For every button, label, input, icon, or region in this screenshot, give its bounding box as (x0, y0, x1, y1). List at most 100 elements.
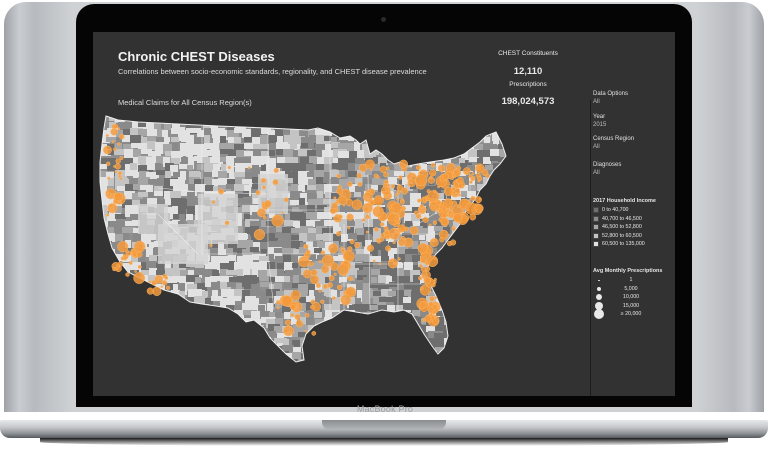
prescription-marker[interactable] (373, 195, 384, 206)
prescription-marker[interactable] (290, 313, 295, 317)
filter-value-dropdown[interactable]: 2015 (593, 122, 607, 128)
size-legend-item[interactable]: 10,000 (593, 293, 673, 302)
prescription-marker[interactable] (113, 147, 117, 152)
income-legend-item[interactable]: 46,500 to 52,800 (593, 223, 673, 232)
prescription-marker[interactable] (103, 145, 112, 155)
prescription-marker[interactable] (440, 217, 449, 226)
filter-value-dropdown[interactable]: All (593, 144, 600, 150)
prescription-marker[interactable] (390, 184, 396, 189)
prescription-marker[interactable] (260, 177, 267, 184)
prescription-marker[interactable] (458, 193, 462, 197)
prescription-marker[interactable] (305, 249, 311, 255)
prescription-marker[interactable] (281, 211, 284, 215)
prescription-marker[interactable] (311, 331, 317, 336)
prescription-marker[interactable] (376, 175, 380, 179)
prescription-marker[interactable] (453, 213, 463, 223)
prescription-marker[interactable] (379, 222, 385, 227)
filter-census-region[interactable]: Census Region All (593, 136, 673, 150)
prescription-marker[interactable] (160, 285, 164, 288)
prescription-marker[interactable] (428, 176, 433, 180)
prescription-marker[interactable] (304, 329, 308, 333)
prescription-marker[interactable] (392, 240, 396, 245)
filter-value-dropdown[interactable]: All (593, 99, 600, 105)
prescription-marker[interactable] (365, 159, 375, 170)
prescription-marker[interactable] (134, 270, 137, 273)
prescription-marker[interactable] (442, 173, 449, 181)
prescription-marker[interactable] (468, 174, 473, 179)
prescription-marker[interactable] (431, 205, 436, 210)
prescription-marker[interactable] (304, 312, 310, 318)
prescription-marker[interactable] (262, 185, 266, 190)
prescription-marker[interactable] (452, 225, 455, 229)
size-legend-item[interactable]: 1 (593, 276, 673, 285)
prescription-marker[interactable] (416, 165, 422, 171)
prescription-marker[interactable] (112, 266, 117, 272)
income-legend-item[interactable]: 60,500 to 135,000 (593, 240, 673, 249)
prescription-marker[interactable] (417, 243, 429, 254)
prescription-marker[interactable] (413, 210, 419, 216)
prescription-marker[interactable] (437, 164, 446, 173)
prescription-marker[interactable] (357, 181, 363, 187)
prescription-marker[interactable] (432, 318, 439, 326)
prescription-marker[interactable] (272, 179, 279, 186)
prescription-marker[interactable] (470, 195, 476, 201)
prescription-marker[interactable] (345, 286, 357, 298)
prescription-marker[interactable] (422, 216, 429, 223)
prescription-marker[interactable] (372, 259, 376, 263)
filter-year[interactable]: Year 2015 (593, 114, 673, 128)
prescription-marker[interactable] (133, 272, 146, 284)
prescription-marker[interactable] (399, 159, 408, 169)
prescription-marker[interactable] (428, 223, 432, 227)
prescription-marker[interactable] (485, 173, 490, 179)
prescription-marker[interactable] (273, 167, 279, 174)
prescription-marker[interactable] (362, 192, 373, 203)
prescription-marker[interactable] (397, 224, 406, 233)
prescription-marker[interactable] (366, 244, 374, 252)
prescription-marker[interactable] (333, 196, 337, 200)
prescription-marker[interactable] (119, 133, 125, 140)
prescription-marker[interactable] (365, 230, 369, 234)
prescription-marker[interactable] (465, 172, 469, 176)
prescription-marker[interactable] (164, 276, 169, 280)
prescription-marker[interactable] (337, 263, 350, 276)
prescription-marker[interactable] (394, 219, 399, 224)
prescription-marker[interactable] (263, 216, 267, 220)
prescription-marker[interactable] (165, 285, 171, 290)
prescription-marker[interactable] (340, 246, 344, 250)
prescription-marker[interactable] (253, 229, 265, 241)
prescription-marker[interactable] (418, 300, 427, 309)
prescription-marker[interactable] (347, 226, 351, 230)
size-legend-item[interactable]: 5,000 (593, 285, 673, 294)
prescription-marker[interactable] (395, 193, 399, 197)
prescription-marker[interactable] (303, 244, 309, 249)
prescription-marker[interactable] (477, 179, 481, 183)
prescription-marker[interactable] (446, 213, 450, 217)
prescription-marker[interactable] (356, 172, 362, 179)
prescription-marker[interactable] (445, 209, 449, 213)
prescription-marker[interactable] (433, 238, 437, 242)
prescription-marker[interactable] (338, 214, 343, 219)
prescription-marker[interactable] (331, 296, 336, 300)
prescription-marker[interactable] (310, 269, 318, 277)
prescription-marker[interactable] (430, 162, 436, 168)
prescription-marker[interactable] (328, 275, 335, 281)
prescription-marker[interactable] (367, 215, 371, 219)
prescription-marker[interactable] (318, 260, 322, 264)
prescription-marker[interactable] (271, 214, 284, 227)
prescription-marker[interactable] (320, 250, 326, 255)
prescription-marker[interactable] (120, 256, 125, 261)
prescription-marker[interactable] (350, 277, 354, 281)
prescription-marker[interactable] (281, 295, 293, 307)
income-legend-item[interactable]: 0 to 40,700 (593, 206, 673, 215)
prescription-marker[interactable] (257, 208, 266, 218)
prescription-marker[interactable] (407, 178, 416, 188)
prescription-marker[interactable] (437, 208, 443, 214)
prescription-marker[interactable] (435, 199, 442, 206)
prescription-marker[interactable] (453, 168, 462, 177)
prescription-marker[interactable] (315, 282, 322, 289)
prescription-marker[interactable] (434, 296, 438, 300)
prescription-marker[interactable] (347, 181, 353, 187)
prescription-marker[interactable] (456, 176, 464, 185)
prescription-marker[interactable] (398, 175, 403, 180)
prescription-marker[interactable] (431, 310, 437, 315)
